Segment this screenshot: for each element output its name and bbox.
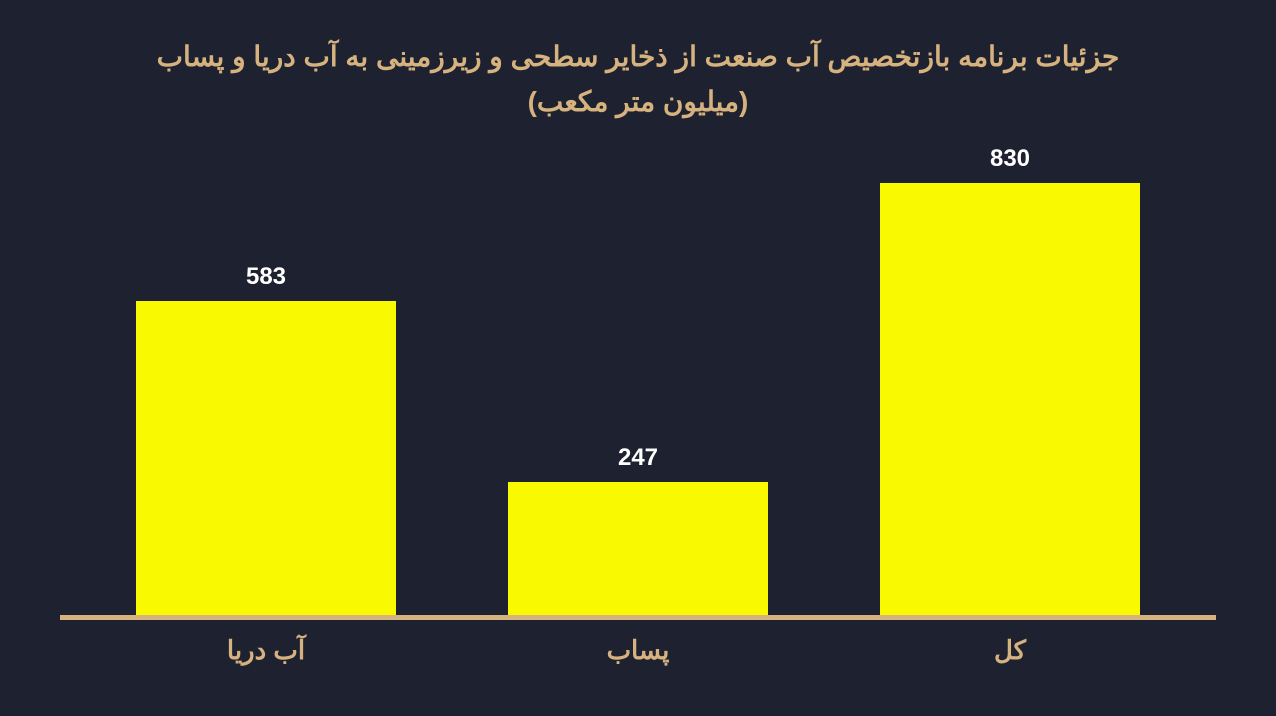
bar-value-label: 247 <box>618 444 658 472</box>
title-line-2: (میلیون متر مکعب) <box>60 80 1216 125</box>
plot-area: 583 247 830 آب دریا پساب کل <box>60 145 1216 666</box>
bars-area: 583 247 830 <box>60 145 1216 620</box>
bar <box>136 301 396 615</box>
bar-value-label: 830 <box>990 145 1030 173</box>
x-axis-labels: آب دریا پساب کل <box>60 620 1216 666</box>
chart-title: جزئیات برنامه بازتخصیص آب صنعت از ذخایر … <box>60 35 1216 125</box>
x-axis-label: پساب <box>452 635 824 666</box>
bar-group: 583 <box>80 145 452 615</box>
bar-group: 247 <box>452 145 824 615</box>
bar <box>508 482 768 615</box>
bar-value-label: 583 <box>246 263 286 291</box>
x-axis-label: آب دریا <box>80 635 452 666</box>
chart-container: جزئیات برنامه بازتخصیص آب صنعت از ذخایر … <box>0 0 1276 716</box>
x-axis-label: کل <box>824 635 1196 666</box>
bar <box>880 183 1140 615</box>
title-line-1: جزئیات برنامه بازتخصیص آب صنعت از ذخایر … <box>60 35 1216 80</box>
bar-group: 830 <box>824 145 1196 615</box>
